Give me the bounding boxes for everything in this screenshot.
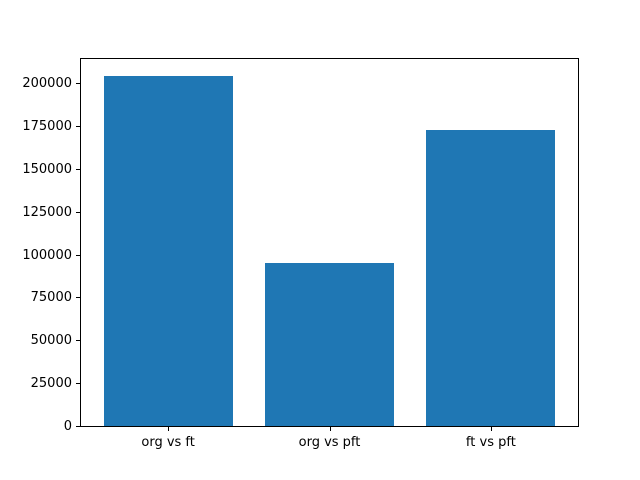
y-tick-mark <box>76 254 80 256</box>
y-tick-label: 200000 <box>22 76 72 92</box>
x-tick-mark <box>168 427 170 431</box>
y-tick-mark <box>76 83 80 85</box>
y-tick-label: 125000 <box>22 204 72 220</box>
y-tick-mark <box>76 340 80 342</box>
y-tick-mark <box>76 426 80 427</box>
bar-org-vs-pft <box>264 263 395 426</box>
y-tick-mark <box>76 126 80 128</box>
y-tick-mark <box>76 383 80 385</box>
y-tick-label: 150000 <box>22 161 72 177</box>
x-tick-mark <box>329 427 331 431</box>
y-tick-label: 0 <box>63 419 72 434</box>
y-tick-label: 100000 <box>22 247 72 263</box>
x-tick-label: org vs pft <box>298 435 361 450</box>
x-tick-mark <box>490 427 492 431</box>
x-tick-label: ft vs pft <box>465 435 516 450</box>
y-tick-label: 50000 <box>30 333 72 349</box>
y-tick-mark <box>76 168 80 170</box>
y-tick-mark <box>76 297 80 299</box>
bar-org-vs-ft <box>103 76 233 426</box>
y-tick-label: 25000 <box>30 376 72 392</box>
plot-area: org vs ft org vs pft ft vs pft 0 25000 50000 7… <box>22 58 579 449</box>
y-tick-mark <box>76 211 80 213</box>
x-tick-label: org vs ft <box>141 435 195 450</box>
y-tick-label: 175000 <box>22 119 72 135</box>
bar-ft-vs-pft <box>426 129 556 426</box>
y-tick-label: 75000 <box>30 290 72 306</box>
